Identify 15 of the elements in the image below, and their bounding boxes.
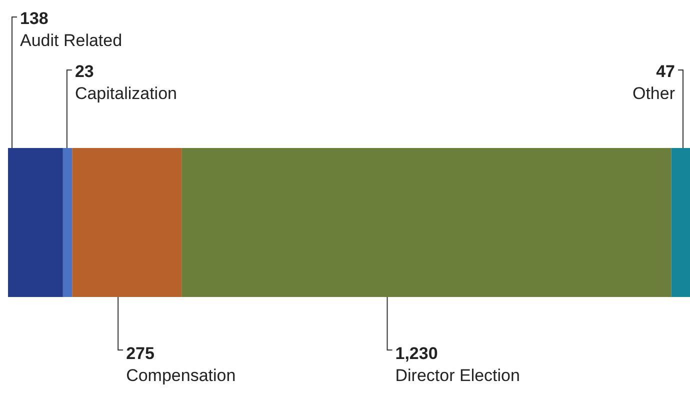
data-label: 138: [20, 9, 48, 28]
bar: [8, 148, 63, 297]
text: Audit Related: [20, 31, 122, 50]
data-label: 275: [126, 344, 154, 363]
text: Capitalization: [74, 84, 178, 103]
data-label: 1,230: [395, 344, 438, 363]
bar: [62, 148, 72, 297]
text: Other: [632, 84, 676, 103]
data-label: 47: [656, 62, 675, 81]
bar: [72, 148, 182, 297]
text: Director Election: [395, 366, 520, 385]
bar: [671, 148, 690, 297]
bar: [182, 148, 672, 297]
text: Compensation: [126, 366, 236, 385]
data-label: 23: [74, 62, 94, 81]
